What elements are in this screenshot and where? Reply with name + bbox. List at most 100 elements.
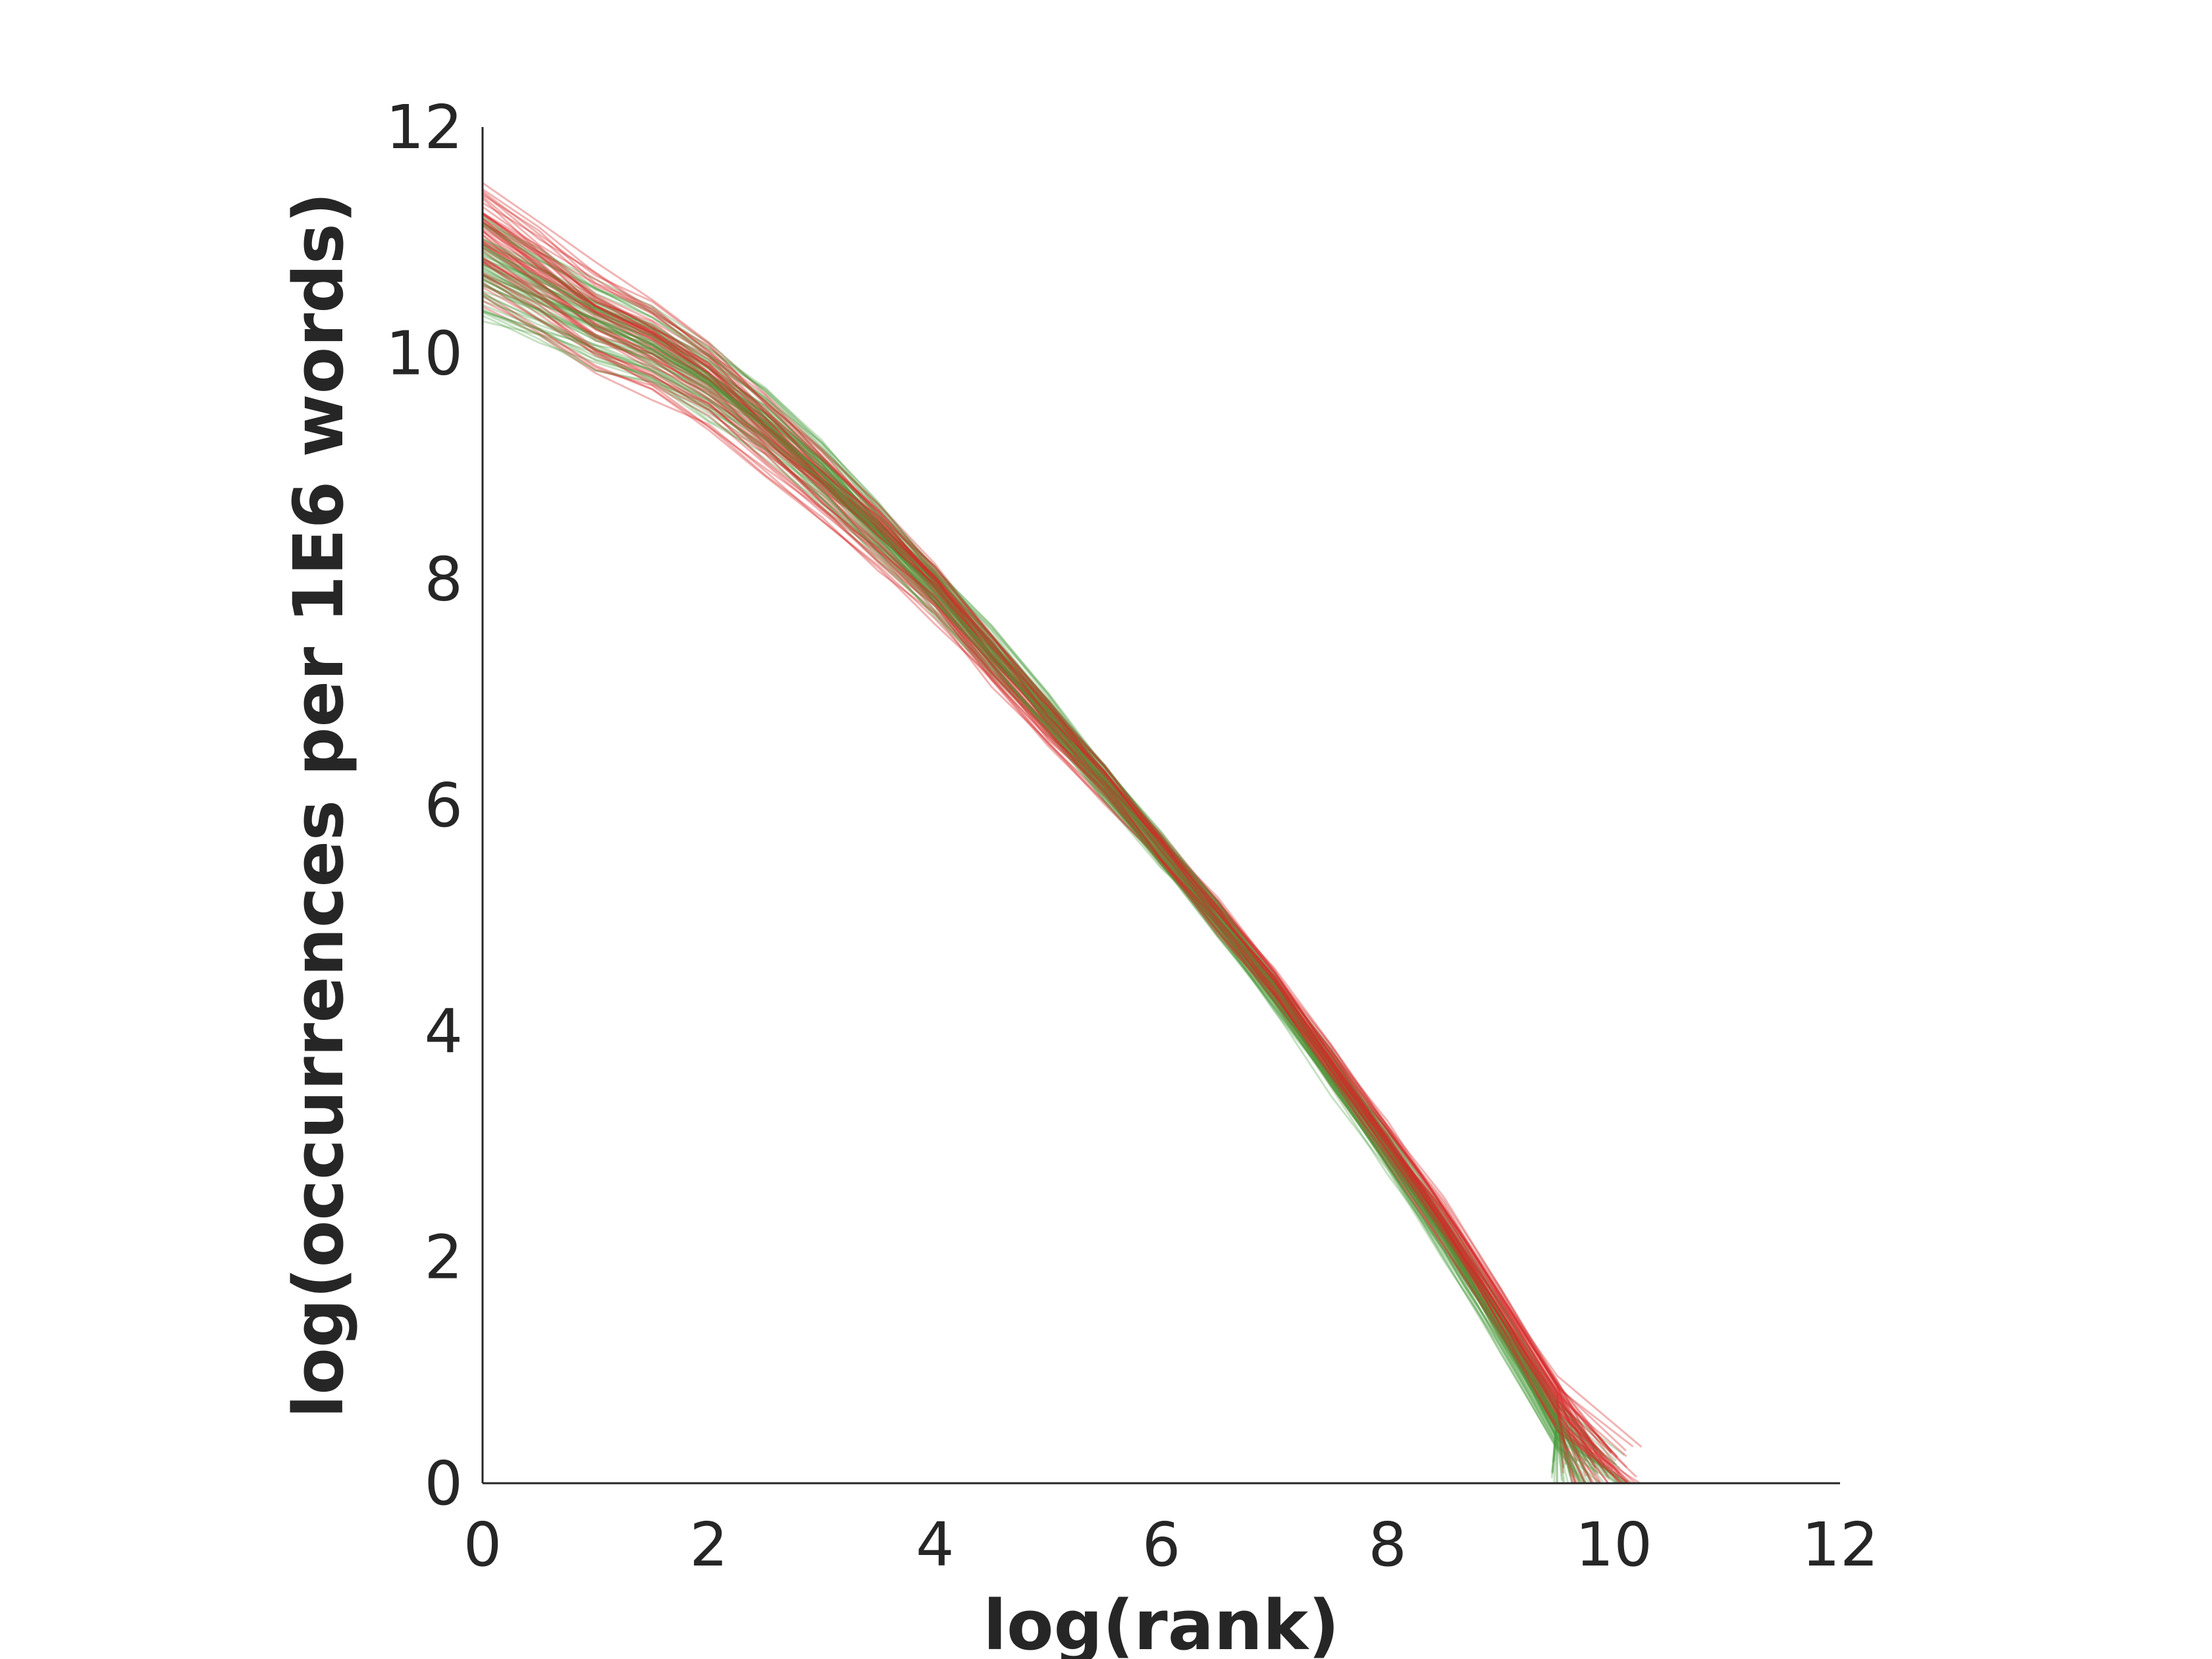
series-line-green — [482, 300, 1625, 1456]
series-line-red — [482, 240, 1643, 1448]
series-line-red — [482, 250, 1620, 1484]
x-tick-label: 6 — [1142, 1510, 1181, 1580]
series-line-green — [482, 257, 1566, 1482]
series-line-red — [482, 272, 1603, 1462]
series-line-green — [482, 263, 1618, 1485]
series-line-green — [482, 283, 1585, 1465]
series-line-red — [482, 256, 1592, 1460]
series-line-green — [482, 274, 1613, 1454]
series-line-red — [482, 224, 1628, 1468]
series-line-green — [482, 315, 1618, 1466]
series-line-green — [482, 303, 1604, 1483]
series-line-red — [482, 234, 1578, 1462]
series-line-red — [482, 260, 1596, 1449]
y-tick-label: 6 — [424, 770, 463, 841]
series-line-green — [482, 245, 1624, 1485]
series-line-green — [482, 222, 1619, 1485]
series-line-green — [482, 260, 1607, 1469]
series-line-red — [482, 277, 1587, 1477]
series-line-green — [482, 251, 1627, 1485]
series-line-red — [482, 196, 1637, 1485]
series-line-red — [482, 300, 1612, 1452]
series-line-green — [482, 292, 1604, 1458]
series-line-green — [482, 309, 1563, 1481]
series-line-red — [482, 205, 1609, 1484]
series-line-green — [482, 269, 1621, 1485]
series-line-red — [482, 217, 1601, 1484]
series-line-red — [482, 188, 1630, 1485]
series-line-red — [482, 230, 1616, 1465]
series-line-red — [482, 194, 1622, 1485]
x-tick-label: 4 — [916, 1510, 955, 1580]
series-line-red — [482, 243, 1581, 1457]
series-line-green — [482, 255, 1564, 1484]
y-tick-label: 4 — [424, 996, 463, 1066]
series-line-green — [482, 296, 1581, 1481]
series-line-red — [482, 234, 1596, 1469]
series-line-green — [482, 268, 1559, 1484]
series-line-green — [482, 294, 1624, 1483]
series-line-green — [482, 274, 1558, 1473]
series-line-red — [482, 244, 1599, 1475]
series-line-red — [482, 238, 1595, 1484]
series-line-red — [482, 261, 1574, 1484]
series-line-green — [482, 279, 1575, 1478]
series-line-green — [482, 257, 1587, 1484]
series-line-green — [482, 224, 1574, 1484]
series-line-red — [482, 272, 1564, 1473]
series-line-green — [482, 238, 1600, 1485]
series-line-red — [482, 182, 1593, 1484]
series-line-green — [482, 258, 1558, 1479]
series-line-green — [482, 309, 1612, 1475]
series-line-green — [482, 284, 1558, 1473]
series-line-green — [482, 280, 1599, 1451]
series-line-red — [482, 190, 1581, 1484]
series-line-red — [482, 221, 1609, 1484]
x-axis-label: log(rank) — [983, 1585, 1339, 1659]
x-tick-labels: 0 2 4 6 8 10 12 — [463, 1510, 1879, 1580]
series-line-green — [482, 243, 1609, 1474]
y-tick-label: 0 — [424, 1448, 463, 1519]
series-line-red — [482, 257, 1621, 1475]
series-line-green — [482, 275, 1581, 1484]
x-tick-label: 2 — [689, 1510, 728, 1580]
series-line-red — [482, 260, 1609, 1478]
series-line-red — [482, 240, 1627, 1485]
series-line-green — [482, 311, 1571, 1473]
series-line-green — [482, 262, 1587, 1484]
y-tick-label: 10 — [386, 318, 463, 388]
series-line-green — [482, 265, 1596, 1462]
series-line-red — [482, 192, 1621, 1485]
series-line-red — [482, 286, 1593, 1451]
y-axis-label: log(occurrences per 1E6 words) — [278, 192, 359, 1418]
series-line-red — [482, 213, 1628, 1484]
series-line-red — [482, 305, 1587, 1462]
series-line-green — [482, 270, 1618, 1485]
series-line-red — [481, 198, 1629, 1485]
series-line-red — [482, 213, 1629, 1483]
y-tick-label: 8 — [424, 544, 463, 615]
series-line-red — [482, 221, 1593, 1484]
series-line-green — [482, 242, 1596, 1476]
series-line-green — [482, 320, 1617, 1462]
series-line-red — [482, 221, 1586, 1484]
series-line-red — [482, 259, 1598, 1455]
series-line-green — [482, 215, 1577, 1484]
series-line-green — [482, 246, 1587, 1484]
series-line-red — [482, 244, 1634, 1448]
series-line-red — [482, 273, 1618, 1458]
series-line-green — [482, 244, 1591, 1484]
series-line-red — [482, 218, 1576, 1484]
series-line-green — [482, 222, 1631, 1485]
series-line-green — [482, 247, 1558, 1475]
x-tick-label: 12 — [1801, 1510, 1878, 1580]
series-line-green — [482, 226, 1558, 1484]
plot-area — [481, 182, 1643, 1485]
series-line-green — [482, 238, 1583, 1484]
series-line-green — [482, 277, 1593, 1484]
y-tick-label: 2 — [424, 1223, 463, 1293]
series-line-green — [482, 263, 1572, 1477]
series-line-red — [482, 201, 1578, 1484]
series-line-green — [482, 273, 1580, 1483]
